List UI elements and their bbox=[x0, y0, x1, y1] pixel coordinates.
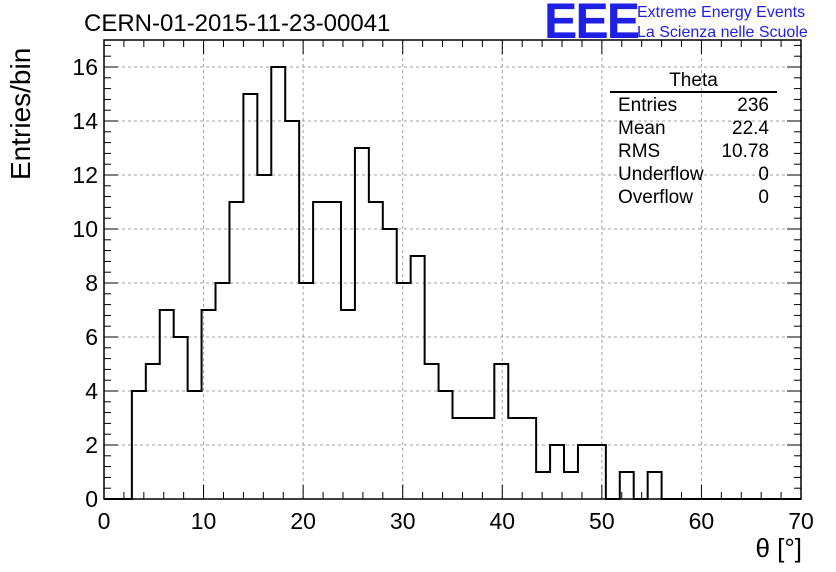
stats-value: 0 bbox=[758, 164, 769, 185]
x-tick-label: 10 bbox=[191, 508, 217, 534]
plot-frame bbox=[103, 39, 802, 500]
stats-label: RMS bbox=[618, 141, 661, 162]
x-tick-label: 70 bbox=[788, 508, 814, 534]
stats-row-mean: Mean 22.4 bbox=[610, 117, 777, 140]
logo-caption-line2: La Scienza nelle Scuole bbox=[637, 24, 808, 41]
stats-label: Entries bbox=[618, 95, 678, 116]
stats-value: 10.78 bbox=[721, 141, 769, 162]
x-tick-label: 50 bbox=[589, 508, 615, 534]
x-tick-label: 30 bbox=[390, 508, 416, 534]
y-tick-label: 8 bbox=[85, 270, 98, 296]
y-axis-label: Entries/bin bbox=[5, 47, 36, 180]
y-tick-label: 4 bbox=[85, 378, 98, 404]
stats-label: Mean bbox=[618, 118, 666, 139]
y-tick-label: 6 bbox=[85, 324, 98, 350]
x-tick-label: 40 bbox=[489, 508, 515, 534]
y-tick-label: 2 bbox=[85, 432, 98, 458]
stats-value: 22.4 bbox=[732, 118, 769, 139]
stats-row-entries: Entries 236 bbox=[610, 94, 777, 117]
x-axis-label: θ [°] bbox=[755, 533, 802, 563]
stats-value: 236 bbox=[737, 95, 769, 116]
stats-label: Underflow bbox=[618, 164, 704, 185]
y-tick-label: 10 bbox=[72, 216, 98, 242]
stats-value: 0 bbox=[758, 187, 769, 208]
x-tick-label: 60 bbox=[689, 508, 715, 534]
chart-title: CERN-01-2015-11-23-00041 bbox=[84, 10, 391, 37]
stats-title: Theta bbox=[610, 70, 777, 93]
y-tick-label: 12 bbox=[72, 162, 98, 188]
stats-label: Overflow bbox=[618, 187, 693, 208]
y-tick-label: 16 bbox=[72, 54, 98, 80]
y-tick-label: 0 bbox=[85, 486, 98, 512]
eee-logo: EEE bbox=[544, 0, 640, 49]
x-tick-label: 0 bbox=[98, 508, 111, 534]
tick-label-layer: 0 10 20 30 40 50 60 70 0 2 4 6 8 10 12 14 16 bbox=[72, 54, 813, 534]
y-tick-label: 14 bbox=[72, 108, 98, 134]
x-tick-label: 20 bbox=[290, 508, 316, 534]
tick-layer bbox=[103, 40, 802, 500]
stats-row-overflow: Overflow 0 bbox=[610, 186, 777, 209]
logo-caption-line1: Extreme Energy Events bbox=[637, 4, 806, 21]
stats-row-rms: RMS 10.78 bbox=[610, 140, 777, 163]
stats-box: Theta Entries 236 Mean 22.4 RMS 10.78 Un… bbox=[610, 70, 777, 209]
stats-row-underflow: Underflow 0 bbox=[610, 163, 777, 186]
logo-caption: Extreme Energy Events La Scienza nelle S… bbox=[637, 3, 808, 43]
